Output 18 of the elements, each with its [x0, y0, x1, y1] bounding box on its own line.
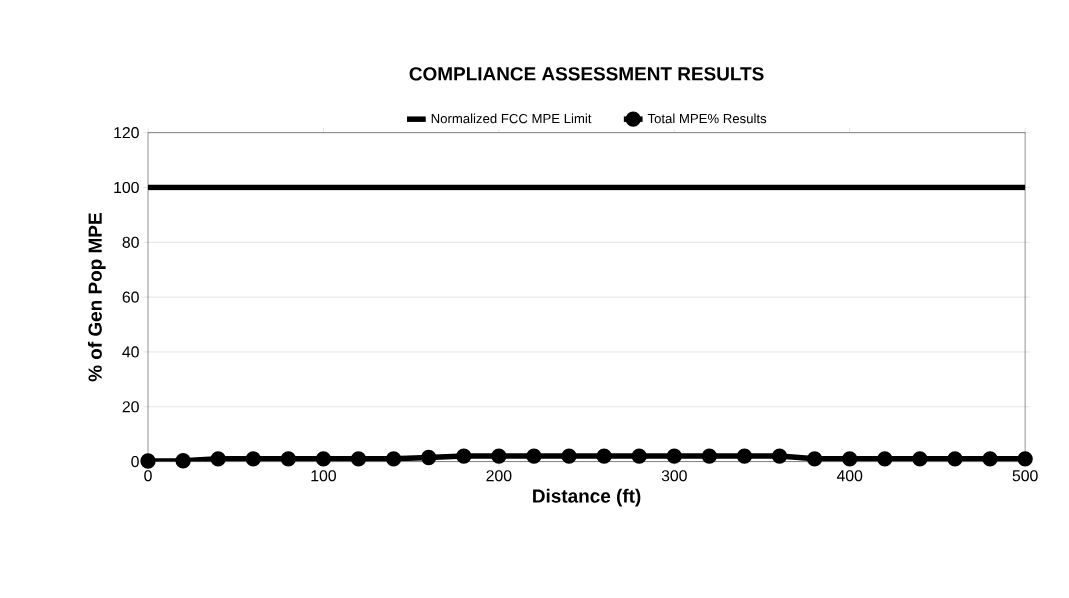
x-axis-title: Distance (ft) — [533, 489, 641, 507]
legend-label: Normalized FCC MPE Limit — [431, 113, 592, 124]
legend-label: Total MPE% Results — [647, 113, 767, 124]
y-tick-label: 60 — [122, 291, 139, 303]
y-tick-label: 80 — [122, 236, 139, 249]
y-axis-title: % of Gen Pop MPE — [87, 213, 106, 382]
y-tick-label: 120 — [114, 127, 139, 139]
x-tick-label: 300 — [661, 470, 687, 482]
chart-title: COMPLIANCE ASSESSMENT RESULTS — [409, 67, 764, 81]
x-tick-label: 100 — [311, 470, 336, 482]
y-tick-label: 100 — [114, 182, 139, 194]
y-tick-label: 40 — [122, 346, 139, 358]
y-tick-label: 0 — [131, 456, 139, 468]
x-tick-label: 500 — [1012, 470, 1038, 482]
x-tick-label: 0 — [144, 470, 152, 482]
x-tick-label: 400 — [836, 470, 863, 482]
y-tick-label: 20 — [122, 401, 139, 413]
x-tick-label: 200 — [486, 470, 512, 482]
